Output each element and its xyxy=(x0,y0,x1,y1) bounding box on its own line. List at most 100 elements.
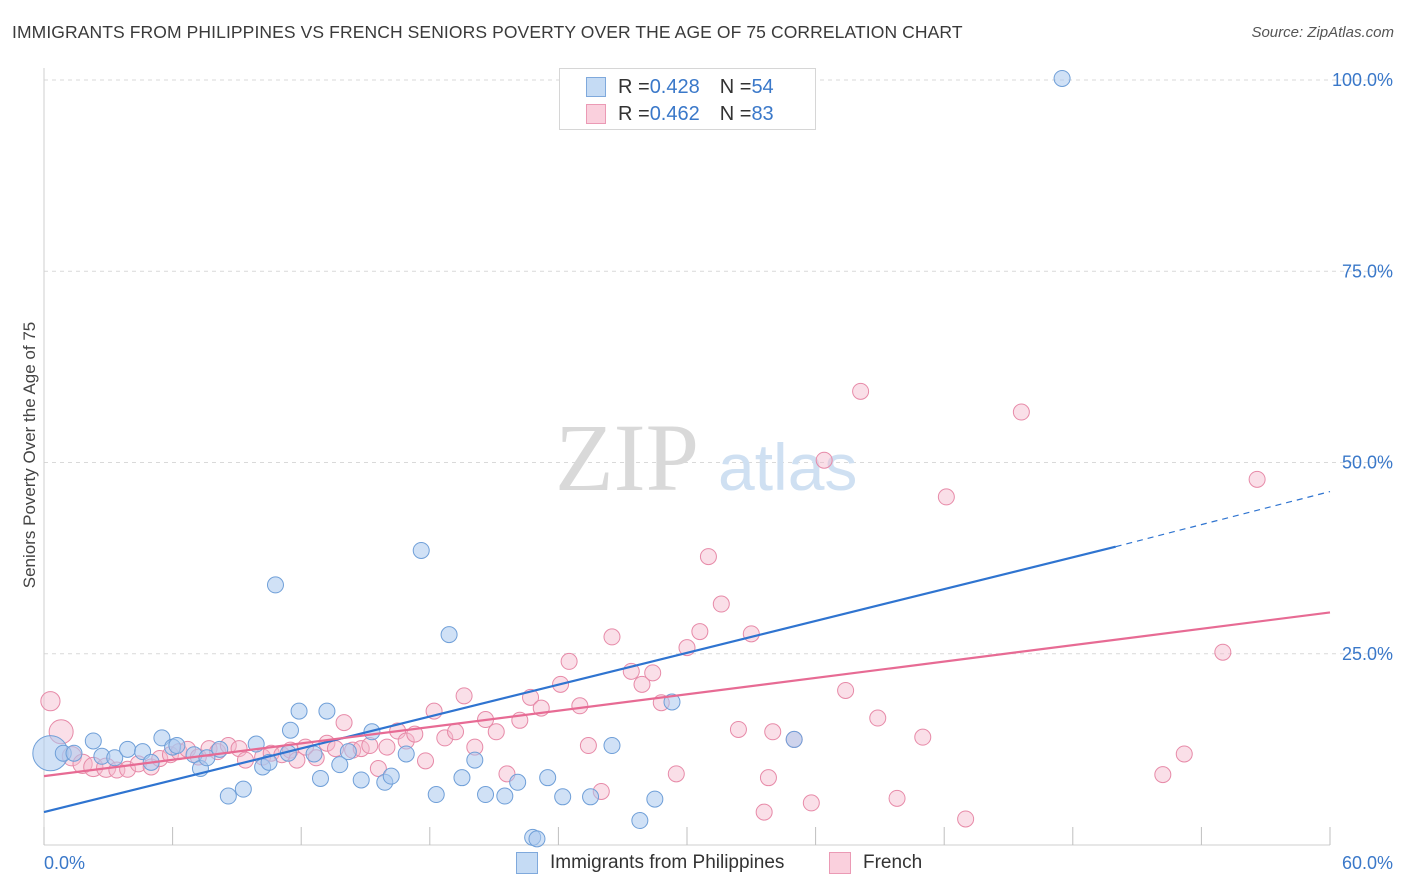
watermark-zip: ZIP xyxy=(555,404,699,511)
data-point-french xyxy=(436,729,454,747)
trend-line-philippines-extension xyxy=(1115,490,1331,548)
data-point-philippines xyxy=(466,751,484,769)
data-point-philippines xyxy=(352,771,370,789)
source-label: Source: ZipAtlas.com xyxy=(1251,24,1394,41)
data-point-philippines xyxy=(477,786,495,804)
data-point-french xyxy=(571,697,589,715)
y-tick-label: 75.0% xyxy=(1342,261,1393,281)
data-point-philippines xyxy=(453,769,471,787)
data-point-french xyxy=(742,625,760,643)
series-philippines-points xyxy=(32,69,1071,848)
data-point-french xyxy=(417,752,435,770)
data-point-french xyxy=(837,681,855,699)
data-point-philippines xyxy=(785,730,803,748)
data-point-philippines xyxy=(266,576,284,594)
data-point-french xyxy=(487,723,505,741)
data-point-philippines xyxy=(603,737,621,755)
legend-label-philippines: Immigrants from Philippines xyxy=(550,852,785,873)
data-point-philippines xyxy=(382,767,400,785)
legend-swatch-pink xyxy=(829,852,851,874)
legend-r-value: 0.428 xyxy=(649,75,700,98)
data-point-french xyxy=(937,488,955,506)
stats-legend: R = 0.428 N = 54 R = 0.462 N = 83 xyxy=(559,68,816,130)
legend-item-french: French xyxy=(829,852,922,874)
data-point-philippines xyxy=(1053,69,1071,87)
data-point-french xyxy=(729,720,747,738)
series-legend: Immigrants from Philippines French xyxy=(0,852,1406,878)
data-point-philippines xyxy=(440,626,458,644)
y-tick-label: 50.0% xyxy=(1342,453,1393,473)
data-point-french xyxy=(699,548,717,566)
trend-line-french xyxy=(43,611,1331,778)
data-point-philippines xyxy=(65,744,83,762)
grid-lines xyxy=(44,79,1390,655)
x-tick-label: 0.0% xyxy=(44,853,85,873)
data-point-french xyxy=(455,687,473,705)
legend-label-french: French xyxy=(863,852,923,873)
data-point-philippines xyxy=(646,790,664,808)
data-point-french xyxy=(691,623,709,641)
legend-n-value: 83 xyxy=(751,102,774,125)
data-point-french xyxy=(447,723,465,741)
legend-r-label: R = xyxy=(618,75,650,98)
legend-swatch-pink xyxy=(586,104,606,124)
data-point-philippines xyxy=(119,740,137,758)
data-point-philippines xyxy=(234,780,252,798)
watermark-atlas: atlas xyxy=(718,430,857,504)
legend-row-french: R = 0.462 N = 83 xyxy=(586,102,774,126)
data-point-french xyxy=(914,728,932,746)
data-point-philippines xyxy=(412,541,430,559)
data-point-philippines xyxy=(539,769,557,787)
data-point-french xyxy=(603,628,621,646)
data-point-philippines xyxy=(106,749,124,767)
axes xyxy=(43,68,1331,846)
data-point-french xyxy=(1154,766,1172,784)
data-point-french xyxy=(644,664,662,682)
tick-labels: 25.0% 50.0% 75.0% 100.0% 0.0% 60.0% xyxy=(44,70,1393,873)
data-point-philippines xyxy=(397,745,415,763)
watermark: ZIP atlas xyxy=(555,404,857,511)
data-point-philippines xyxy=(168,737,186,755)
data-point-french xyxy=(764,723,782,741)
data-point-philippines xyxy=(663,693,681,711)
data-point-french xyxy=(1175,745,1193,763)
data-point-french xyxy=(667,765,685,783)
x-tick-label: 60.0% xyxy=(1342,853,1393,873)
data-point-philippines xyxy=(528,830,546,848)
data-point-french xyxy=(579,737,597,755)
data-point-french xyxy=(560,652,578,670)
data-point-french xyxy=(1012,403,1030,421)
legend-n-label: N = xyxy=(719,102,752,125)
data-point-french xyxy=(633,675,651,693)
data-point-french xyxy=(815,451,833,469)
legend-row-philippines: R = 0.428 N = 54 xyxy=(586,75,774,99)
data-point-philippines xyxy=(305,745,323,763)
data-point-french xyxy=(852,382,870,400)
data-point-philippines xyxy=(219,787,237,805)
legend-item-philippines: Immigrants from Philippines xyxy=(516,852,784,874)
legend-r-label: R = xyxy=(618,102,650,125)
data-point-french xyxy=(957,810,975,828)
series-french-points xyxy=(40,382,1266,828)
data-point-philippines xyxy=(281,721,299,739)
data-point-philippines xyxy=(631,812,649,830)
data-point-french xyxy=(802,794,820,812)
legend-swatch-blue xyxy=(586,77,606,97)
data-point-philippines xyxy=(496,787,514,805)
legend-r-value: 0.462 xyxy=(649,102,700,125)
y-tick-label: 100.0% xyxy=(1332,70,1393,90)
data-point-french xyxy=(378,738,396,756)
data-point-french xyxy=(40,691,61,712)
trend-lines xyxy=(43,490,1331,814)
data-point-french xyxy=(869,709,887,727)
data-point-french xyxy=(1214,643,1232,661)
data-point-french xyxy=(755,803,773,821)
y-tick-label: 25.0% xyxy=(1342,644,1393,664)
data-point-french xyxy=(888,789,906,807)
data-point-philippines xyxy=(582,788,600,806)
legend-swatch-blue xyxy=(516,852,538,874)
trend-line-philippines xyxy=(43,545,1116,814)
data-point-philippines xyxy=(198,749,216,767)
data-point-philippines xyxy=(509,773,527,791)
data-point-philippines xyxy=(311,769,329,787)
